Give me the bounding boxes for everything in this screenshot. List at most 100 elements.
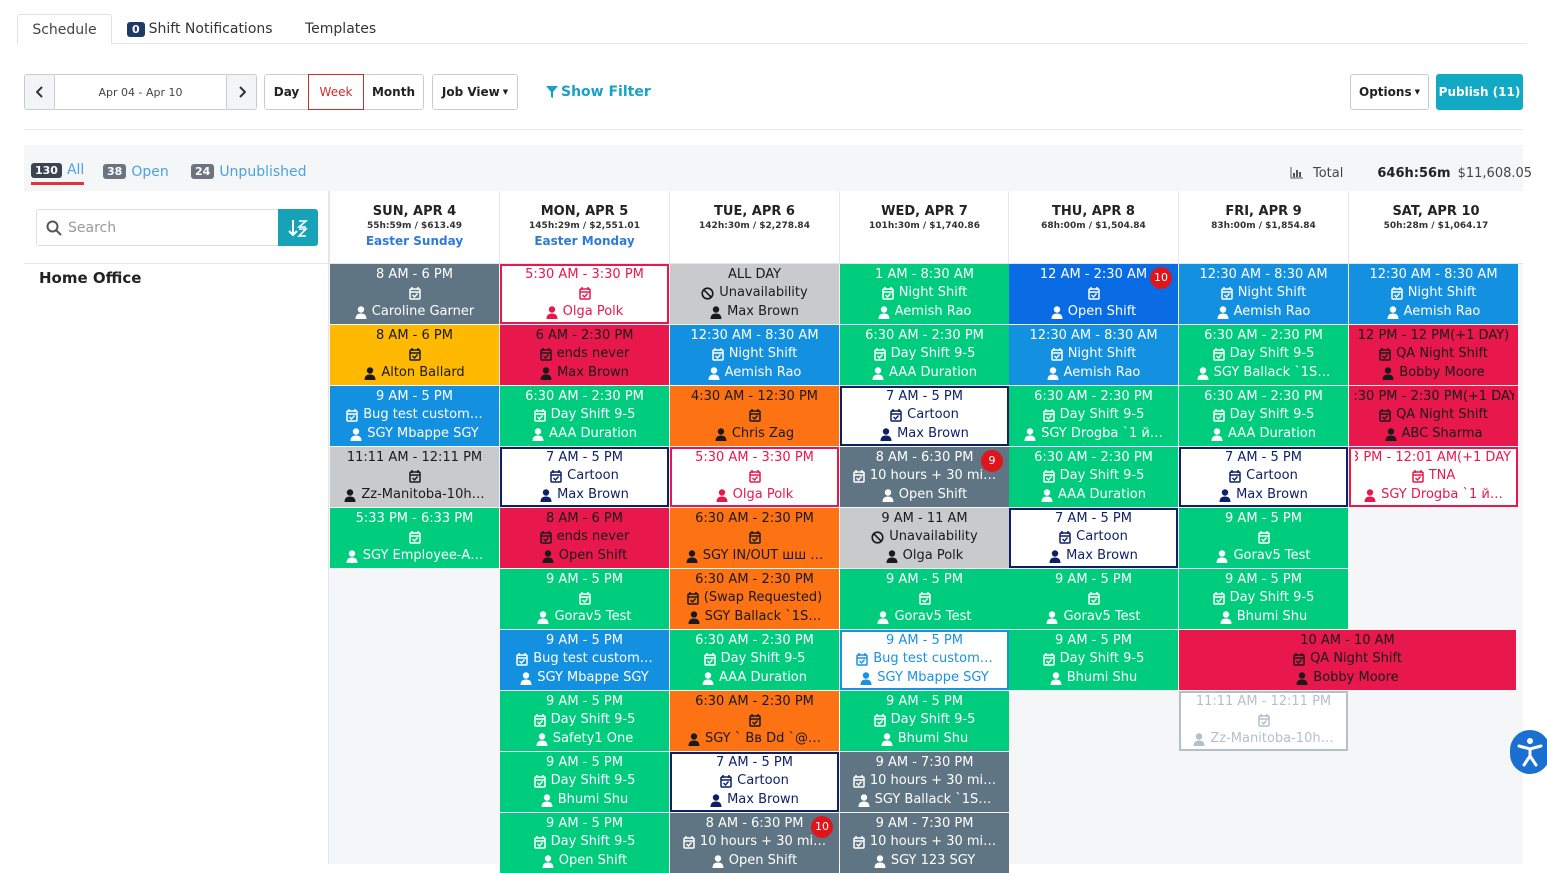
person-name: Max Brown bbox=[1236, 487, 1308, 502]
shift-card[interactable]: 6:30 AM - 2:30 PM Day Shift 9-5 AAA Durati… bbox=[500, 386, 669, 446]
shift-card[interactable]: 9 AM - 5 PM Gorav5 Test bbox=[1009, 569, 1178, 629]
shift-card[interactable]: 12:30 AM - 8:30 AM Night Shift Aemish Rao bbox=[1179, 264, 1348, 324]
show-filter[interactable]: Show Filter bbox=[545, 82, 651, 102]
shift-card[interactable]: 6:30 AM - 2:30 PM SGY ` Вв Dd `@… bbox=[670, 691, 839, 751]
day-header: THU, APR 8 68h:00m / $1,504.84 bbox=[1008, 191, 1178, 263]
shift-card[interactable]: 9 AM - 5 PM Day Shift 9-5 Safety1 One bbox=[500, 691, 669, 751]
shift-card[interactable]: 6:30 AM - 2:30 PM Day Shift 9-5 AAA Durati… bbox=[1009, 447, 1178, 507]
shift-time: 6:30 AM - 2:30 PM bbox=[695, 633, 814, 648]
calendar-icon bbox=[408, 347, 421, 361]
shift-card[interactable]: 6:30 AM - 2:30 PM Day Shift 9-5 AAA Durati… bbox=[840, 325, 1009, 385]
shift-card[interactable]: 2:30 PM - 2:30 PM(+1 DAY) QA Night Shift A… bbox=[1349, 386, 1518, 446]
options-dropdown[interactable]: Options ▼ bbox=[1350, 74, 1429, 110]
shift-card[interactable]: 7 AM - 5 PM Cartoon Max Brown bbox=[1009, 508, 1178, 568]
day-stats: 145h:29m / $2,551.01 bbox=[529, 221, 640, 231]
day-label: SAT, APR 10 bbox=[1392, 204, 1480, 219]
shift-card[interactable]: 6:30 AM - 2:30 PM Day Shift 9-5 SGY Ballac… bbox=[1179, 325, 1348, 385]
shift-card[interactable]: 8 AM - 6 PM Caroline Garner bbox=[330, 264, 499, 324]
publish-button[interactable]: Publish (11) bbox=[1436, 74, 1523, 110]
shift-card[interactable]: 12:30 AM - 8:30 AM Night Shift Aemish Rao bbox=[670, 325, 839, 385]
view-button[interactable]: Day bbox=[264, 74, 309, 110]
view-button[interactable]: Month bbox=[363, 74, 424, 110]
shift-card[interactable]: 6 AM - 2:30 PM ends never Max Brown bbox=[500, 325, 669, 385]
shift-card[interactable]: 7 AM - 5 PM Cartoon Max Brown bbox=[1179, 447, 1348, 507]
filter-tab[interactable]: 38 Open bbox=[103, 158, 169, 185]
shift-card[interactable]: 9 AM - 5 PM Day Shift 9-5 Bhumi Shu bbox=[840, 691, 1009, 751]
shift-card[interactable]: 9 AM - 5 PM Bug test custom… SGY Mbappe SG… bbox=[840, 630, 1009, 690]
shift-card[interactable]: 12:30 AM - 8:30 AM Night Shift Aemish Rao bbox=[1349, 264, 1518, 324]
shift-card[interactable]: 9 AM - 5 PM Day Shift 9-5 Bhumi Shu bbox=[500, 752, 669, 812]
shift-person: Open Shift bbox=[1013, 303, 1174, 321]
tab[interactable]: 0 Shift Notifications bbox=[127, 19, 273, 39]
tab[interactable]: Schedule bbox=[17, 14, 112, 44]
shift-card[interactable]: 12 PM - 12 PM(+1 DAY) QA Night Shift Bobby… bbox=[1349, 325, 1518, 385]
shift-card[interactable]: 6:30 AM - 2:30 PM (Swap Requested) SGY Bal… bbox=[670, 569, 839, 629]
prev-button[interactable] bbox=[24, 74, 55, 110]
shift-card[interactable]: 5:30 AM - 3:30 PM Olga Polk bbox=[500, 264, 669, 324]
shift-person: SGY ` Вв Dd `@… bbox=[674, 730, 835, 748]
shift-card[interactable]: 9 AM - 5 PM Day Shift 9-5 Bhumi Shu bbox=[1009, 630, 1178, 690]
shift-time: 8 AM - 6:30 PM bbox=[875, 450, 974, 465]
shift-card[interactable]: 1 AM - 8:30 AM Night Shift Aemish Rao bbox=[840, 264, 1009, 324]
shift-card[interactable]: 5:33 PM - 6:33 PM SGY Employee-A… bbox=[330, 508, 499, 568]
shift-card[interactable]: 9 AM - 5 PM Gorav5 Test bbox=[1179, 508, 1348, 568]
shift-card[interactable]: 9 AM - 5 PM Gorav5 Test bbox=[500, 569, 669, 629]
view-button[interactable]: Week bbox=[308, 74, 364, 110]
shift-person: SGY Ballack `1S… bbox=[844, 791, 1005, 809]
shift-card[interactable]: 9 AM - 5 PM Day Shift 9-5 Bhumi Shu bbox=[1179, 569, 1348, 629]
shift-card[interactable]: 6:30 AM - 2:30 PM Day Shift 9-5 AAA Durati… bbox=[670, 630, 839, 690]
tab-label: Shift Notifications bbox=[148, 21, 273, 37]
badge: 9 bbox=[981, 450, 1003, 472]
shift-card[interactable]: 12 AM - 2:30 AM Open Shift 10 bbox=[1009, 264, 1178, 324]
shift-card[interactable]: 3 PM - 12:01 AM(+1 DAY) TNA SGY Drogba `1 … bbox=[1349, 447, 1518, 507]
shift-card[interactable]: 10 AM - 10 AM QA Night Shift Bobby Moore bbox=[1179, 630, 1516, 690]
shift-card[interactable]: 6:30 AM - 2:30 PM Day Shift 9-5 SGY Drogba… bbox=[1009, 386, 1178, 446]
user-icon bbox=[702, 671, 714, 685]
search-input[interactable]: Search bbox=[36, 209, 279, 246]
next-button[interactable] bbox=[226, 74, 257, 110]
filter-tab[interactable]: 24 Unpublished bbox=[191, 158, 307, 185]
shift-card[interactable]: 11:11 AM - 12:11 PM Zz-Manitoba-10h… bbox=[330, 447, 499, 507]
shift-card[interactable]: 9 AM - 5 PM Gorav5 Test bbox=[840, 569, 1009, 629]
shift-card[interactable]: 9 AM - 11 AM Unavailability Olga Polk bbox=[840, 508, 1009, 568]
shift-card[interactable]: 8 AM - 6 PM Alton Ballard bbox=[330, 325, 499, 385]
shift-card[interactable]: 8 AM - 6:30 PM 10 hours + 30 mi… Open Shif… bbox=[670, 813, 839, 873]
total-hours: 646h:56m bbox=[1377, 165, 1451, 181]
shift-card[interactable]: 7 AM - 5 PM Cartoon Max Brown bbox=[840, 386, 1009, 446]
shift-time: 7 AM - 5 PM bbox=[716, 755, 793, 770]
shift-card[interactable]: 4:30 AM - 12:30 PM Chris Zag bbox=[670, 386, 839, 446]
shift-card[interactable]: 8 AM - 6 PM ends never Open Shift bbox=[500, 508, 669, 568]
shift-person: Aemish Rao bbox=[1353, 303, 1514, 321]
shift-card[interactable]: 11:11 AM - 12:11 PM Zz-Manitoba-10h… bbox=[1179, 691, 1348, 751]
tab[interactable]: Templates bbox=[305, 21, 377, 37]
shift-card[interactable]: 6:30 AM - 2:30 PM SGY IN/OUT шш … bbox=[670, 508, 839, 568]
job-view-dropdown[interactable]: Job View ▼ bbox=[432, 74, 518, 110]
shift-card[interactable]: 12:30 AM - 8:30 AM Night Shift Aemish Rao bbox=[1009, 325, 1178, 385]
shift-card[interactable]: ALL DAY Unavailability Max Brown bbox=[670, 264, 839, 324]
sort-button[interactable] bbox=[278, 209, 318, 246]
shift-time: 5:33 PM - 6:33 PM bbox=[355, 511, 474, 526]
shift-card[interactable]: 9 AM - 5 PM Bug test custom… SGY Mbappe SG… bbox=[500, 630, 669, 690]
shift-person: SGY Drogba `1 й… bbox=[1355, 486, 1512, 504]
user-icon bbox=[1041, 488, 1053, 502]
shift-title: Night Shift bbox=[1183, 284, 1344, 302]
shift-card[interactable]: 7 AM - 5 PM Cartoon Max Brown bbox=[500, 447, 669, 507]
shift-card[interactable]: 7 AM - 5 PM Cartoon Max Brown bbox=[670, 752, 839, 812]
calendar-icon bbox=[408, 530, 421, 544]
day-stats: 142h:30m / $2,278.84 bbox=[699, 221, 810, 231]
shift-card[interactable]: 5:30 AM - 3:30 PM Olga Polk bbox=[670, 447, 839, 507]
shift-card[interactable]: 9 AM - 5 PM Day Shift 9-5 Open Shift bbox=[500, 813, 669, 873]
shift-title: ends never bbox=[504, 528, 665, 546]
user-icon bbox=[708, 366, 720, 380]
shift-card[interactable]: 9 AM - 5 PM Bug test custom… SGY Mbappe SG… bbox=[330, 386, 499, 446]
shift-card[interactable]: 9 AM - 7:30 PM 10 hours + 30 mi… SGY 123 S… bbox=[840, 813, 1009, 873]
shift-card[interactable]: 6:30 AM - 2:30 PM Day Shift 9-5 AAA Durati… bbox=[1179, 386, 1348, 446]
filter-tab[interactable]: 130 All bbox=[31, 158, 85, 185]
filter-icon bbox=[546, 86, 558, 98]
shift-card[interactable]: 8 AM - 6:30 PM 10 hours + 30 mi… Open Shif… bbox=[840, 447, 1009, 507]
accessibility-button[interactable] bbox=[1510, 730, 1547, 774]
date-range[interactable]: Apr 04 - Apr 10 bbox=[54, 74, 227, 110]
shift-person: SGY Ballack `1S… bbox=[1183, 364, 1344, 382]
shift-card[interactable]: 9 AM - 7:30 PM 10 hours + 30 mi… SGY Balla… bbox=[840, 752, 1009, 812]
header-divider bbox=[24, 263, 1523, 264]
